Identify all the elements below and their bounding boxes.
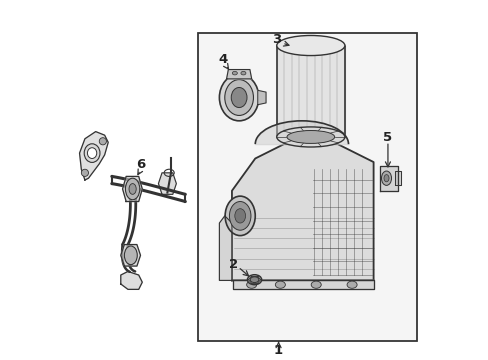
Polygon shape (276, 45, 344, 137)
Text: 6: 6 (136, 158, 145, 171)
Polygon shape (231, 144, 373, 280)
Ellipse shape (224, 80, 253, 116)
Ellipse shape (276, 36, 344, 55)
Bar (198, 33, 416, 341)
Ellipse shape (310, 281, 321, 288)
Polygon shape (226, 69, 251, 79)
Ellipse shape (346, 281, 356, 288)
Polygon shape (257, 90, 265, 105)
Ellipse shape (286, 131, 334, 143)
Polygon shape (121, 271, 142, 289)
Ellipse shape (224, 196, 255, 235)
Ellipse shape (125, 178, 140, 200)
Ellipse shape (276, 127, 344, 147)
Polygon shape (121, 244, 140, 266)
Text: 3: 3 (272, 32, 281, 46)
Text: 1: 1 (273, 344, 283, 357)
Polygon shape (80, 132, 108, 180)
Ellipse shape (246, 281, 256, 288)
Text: 4: 4 (218, 53, 227, 66)
Ellipse shape (81, 169, 88, 176)
Ellipse shape (87, 148, 97, 158)
Polygon shape (233, 280, 373, 289)
Polygon shape (158, 173, 176, 194)
Ellipse shape (219, 74, 258, 121)
Ellipse shape (250, 277, 258, 283)
Ellipse shape (241, 71, 245, 75)
Ellipse shape (383, 175, 388, 182)
Ellipse shape (275, 281, 285, 288)
Ellipse shape (99, 138, 106, 145)
Polygon shape (122, 176, 142, 202)
Ellipse shape (247, 275, 261, 285)
Polygon shape (379, 166, 397, 191)
Text: 5: 5 (383, 131, 392, 144)
Ellipse shape (129, 184, 136, 194)
Text: 2: 2 (229, 258, 238, 271)
Ellipse shape (234, 209, 245, 223)
Ellipse shape (124, 246, 137, 265)
Polygon shape (219, 216, 231, 280)
Ellipse shape (232, 71, 237, 75)
Ellipse shape (84, 144, 100, 162)
Ellipse shape (229, 202, 250, 230)
Bar (198, 33, 416, 341)
Polygon shape (394, 171, 400, 185)
Ellipse shape (231, 87, 246, 108)
Ellipse shape (381, 171, 391, 185)
